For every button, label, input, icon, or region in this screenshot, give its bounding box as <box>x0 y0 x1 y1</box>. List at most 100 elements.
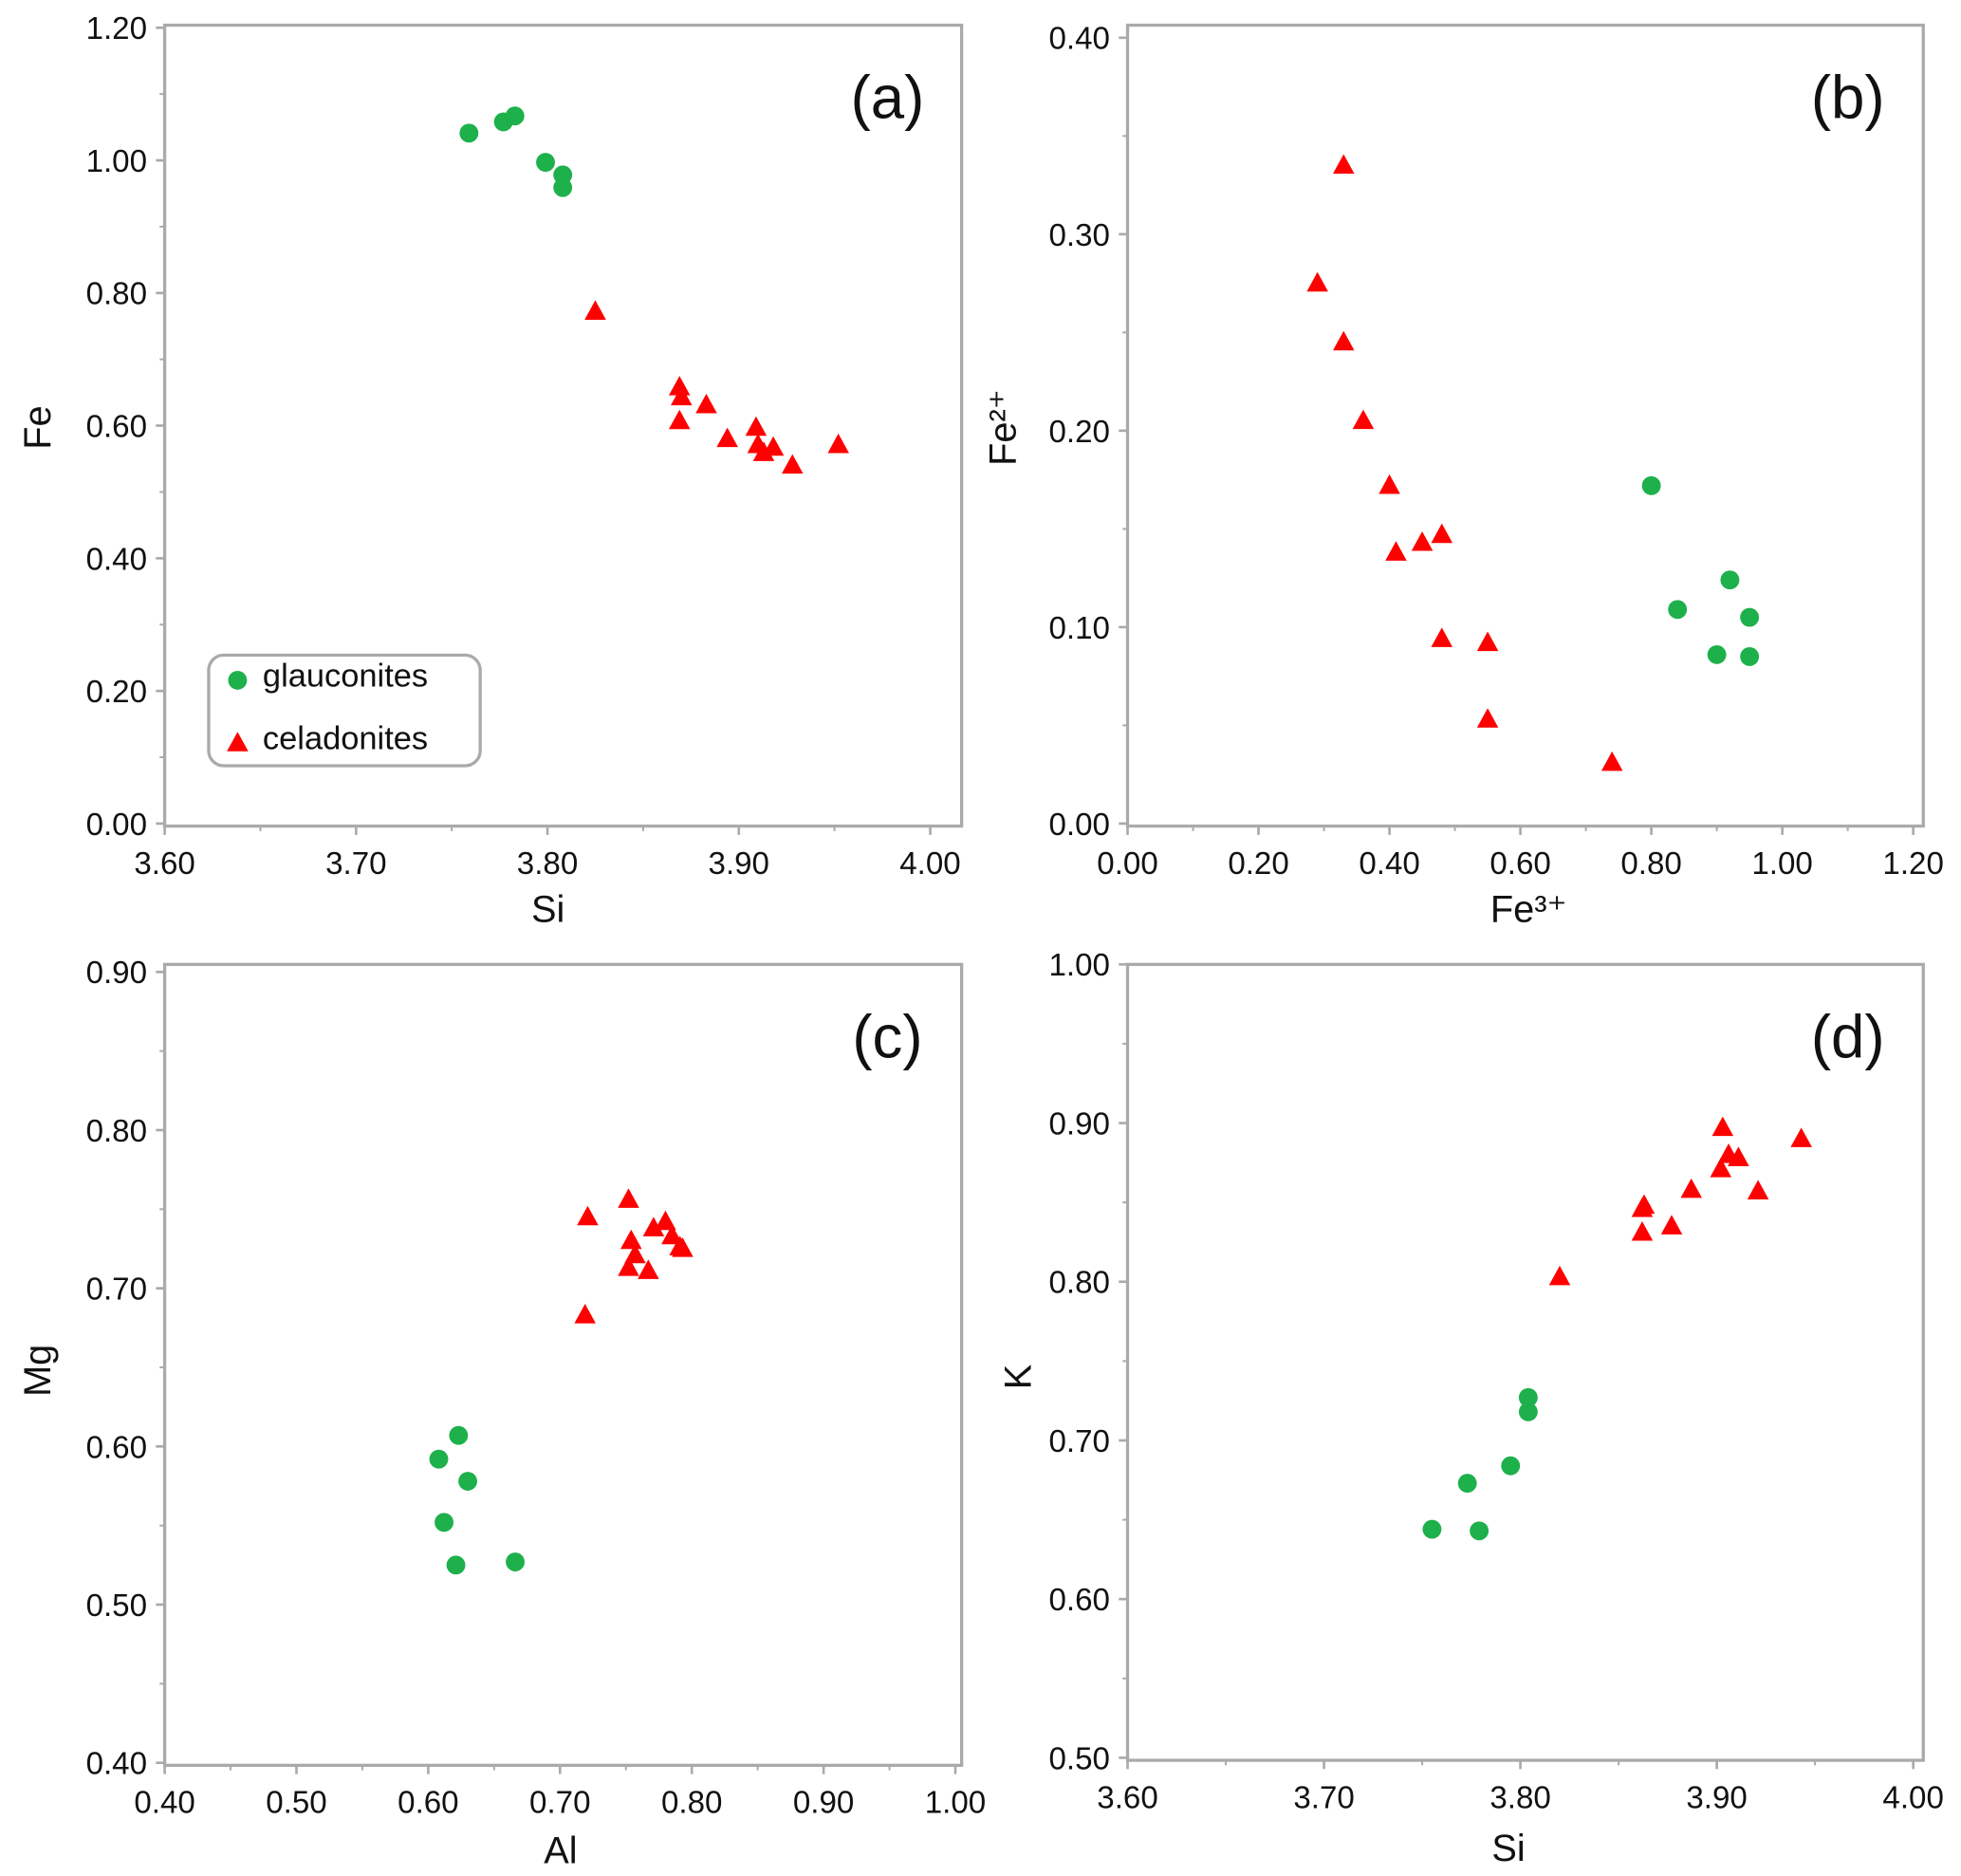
x-tick-label: 3.80 <box>1489 1780 1550 1815</box>
data-point-celadonite <box>716 427 738 448</box>
x-tick-label: 3.60 <box>1097 1780 1157 1815</box>
y-tick-label: 0.80 <box>1049 1266 1110 1301</box>
data-point-celadonite <box>1711 1116 1734 1137</box>
y-tick-label: 0.20 <box>1049 415 1110 450</box>
data-point-glauconite <box>1740 607 1760 627</box>
series-celadonites <box>1306 154 1623 771</box>
y-tick-label: 0.60 <box>1049 1583 1110 1618</box>
x-tick-label: 0.80 <box>661 1786 722 1821</box>
data-point-glauconite <box>446 1555 466 1575</box>
y-tick-label: 0.90 <box>86 956 147 991</box>
data-point-celadonite <box>781 454 804 474</box>
data-point-celadonite <box>1680 1178 1702 1198</box>
legend-box <box>207 653 482 768</box>
series-glauconites <box>459 106 573 197</box>
data-point-glauconite <box>505 106 525 126</box>
panel-label: (d) <box>1811 1003 1885 1070</box>
data-point-celadonite <box>620 1229 642 1250</box>
data-point-celadonite <box>1306 271 1328 292</box>
data-point-celadonite <box>638 1259 659 1279</box>
data-point-glauconite <box>1641 475 1661 495</box>
data-point-celadonite <box>624 1243 646 1264</box>
data-point-celadonite <box>668 409 691 430</box>
panel-d: 3.60 3.70 3.80 3.90 4.00 0.50 0.60 0.70 0.80 0.90… <box>997 948 1943 1869</box>
data-point-glauconite <box>1518 1402 1538 1421</box>
data-point-celadonite <box>618 1188 639 1208</box>
x-tick-label: 4.00 <box>1882 1780 1943 1815</box>
y-tick-label: 0.60 <box>86 1430 147 1465</box>
data-point-celadonite <box>574 1304 596 1324</box>
data-point-celadonite <box>695 393 717 414</box>
data-point-glauconite <box>553 177 573 197</box>
data-point-celadonite <box>762 436 785 456</box>
y-tick-label: 0.70 <box>86 1272 147 1308</box>
y-tick-label: 0.10 <box>1049 611 1110 646</box>
y-tick-label: 0.80 <box>86 1114 147 1149</box>
x-tick-label: 0.70 <box>529 1786 590 1821</box>
x-tick-label: 0.00 <box>1097 846 1157 882</box>
data-point-celadonite <box>1431 627 1453 647</box>
x-tick-label: 1.00 <box>1751 846 1812 882</box>
data-point-glauconite <box>1518 1387 1538 1407</box>
legend-glauconites-marker-icon <box>228 670 248 690</box>
y-tick-label: 1.20 <box>86 11 147 46</box>
y-tick-label: 0.70 <box>1049 1424 1110 1459</box>
data-point-glauconite <box>459 123 479 143</box>
x-tick-label: 4.00 <box>899 846 960 882</box>
x-tick-label: 0.80 <box>1620 846 1681 882</box>
data-point-celadonite <box>1411 530 1434 551</box>
data-point-celadonite <box>1600 751 1623 771</box>
y-tick-label: 1.00 <box>86 144 147 179</box>
x-tick-label: 0.50 <box>266 1786 326 1821</box>
y-tick-label: 1.00 <box>1049 948 1110 983</box>
y-axis-label: Mg <box>17 1345 59 1397</box>
data-point-celadonite <box>1710 1158 1732 1178</box>
panel-label: (c) <box>852 1003 922 1070</box>
data-point-celadonite <box>1790 1127 1812 1147</box>
data-point-celadonite <box>1385 541 1407 561</box>
data-point-celadonite <box>584 300 606 320</box>
data-point-celadonite <box>661 1224 683 1245</box>
plot-frame <box>1125 23 1925 828</box>
x-tick-label: 3.90 <box>709 846 769 882</box>
y-tick-label: 0.50 <box>1049 1741 1110 1776</box>
data-point-celadonite <box>1352 409 1375 430</box>
data-point-glauconite <box>429 1449 449 1469</box>
data-point-celadonite <box>752 441 775 461</box>
x-tick-label: 3.80 <box>517 846 578 882</box>
data-point-celadonite <box>745 416 768 436</box>
data-point-celadonite <box>642 1217 665 1236</box>
y-tick-label: 0.40 <box>86 542 147 577</box>
panel-label: (b) <box>1811 65 1885 132</box>
x-tick-label: 0.60 <box>398 1786 458 1821</box>
data-point-celadonite <box>1728 1146 1749 1166</box>
x-tick-label: 3.70 <box>1293 1780 1354 1815</box>
y-tick-label: 0.90 <box>1049 1106 1110 1142</box>
data-point-celadonite <box>618 1256 639 1276</box>
data-point-glauconite <box>1707 644 1727 664</box>
x-tick-label: 0.40 <box>134 1786 194 1821</box>
data-point-celadonite <box>1332 154 1355 174</box>
data-point-celadonite <box>1660 1215 1683 1235</box>
y-tick-label: 0.20 <box>86 675 147 710</box>
x-tick-label: 1.00 <box>925 1786 986 1821</box>
legend-celadonites-marker-icon <box>227 732 249 752</box>
panel-a: 3.60 3.70 3.80 3.90 4.00 0.00 0.20 0.40 0.60 0.80… <box>17 11 964 930</box>
series-glauconites <box>1422 1387 1538 1541</box>
data-point-glauconite <box>536 153 555 173</box>
legend: glauconites celadonites <box>207 653 482 768</box>
y-axis-label: Fe²⁺ <box>983 389 1025 466</box>
plot-frame <box>162 962 964 1768</box>
data-point-celadonite <box>1631 1220 1654 1241</box>
data-point-celadonite <box>1548 1265 1571 1286</box>
y-tick-label: 0.50 <box>86 1588 147 1624</box>
x-axis-label: Si <box>531 888 564 930</box>
data-point-celadonite <box>1378 474 1400 494</box>
series-glauconites <box>429 1425 525 1575</box>
x-axis-label: Al <box>544 1830 577 1872</box>
data-point-celadonite <box>1633 1194 1656 1215</box>
y-tick-label: 0.30 <box>1049 218 1110 253</box>
data-point-glauconite <box>449 1425 469 1445</box>
data-point-celadonite <box>655 1210 676 1231</box>
series-celadonites <box>584 300 849 474</box>
